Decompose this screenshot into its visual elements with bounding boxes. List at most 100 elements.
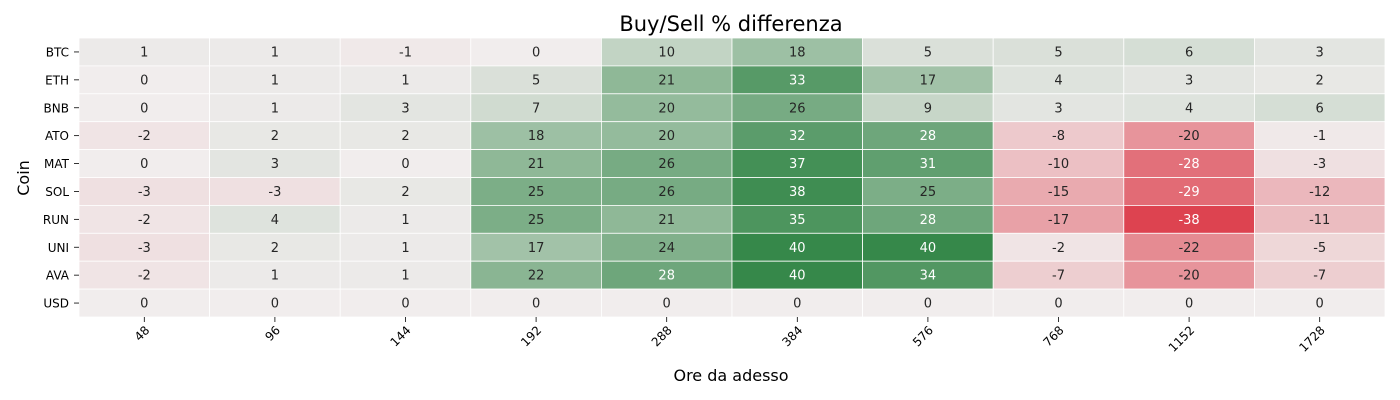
heatmap-cell [339,260,472,290]
cell-value-label: -7 [1052,269,1065,284]
cell-value-label: -15 [1048,185,1069,200]
heatmap-cell [339,37,472,67]
heatmap-cell [731,149,864,178]
cell-value-label: 5 [1054,45,1062,60]
heatmap-cell [1123,288,1255,318]
heatmap-cell [78,37,211,67]
x-tick-label: 192 [518,323,544,349]
heatmap-cell [78,204,211,234]
heatmap-cells: 1 1 -1 0 10 18 5 5 6 30 1 1 5 21 33 17 4 3 20 1 3 7 20 26 9 3 4 6-2… [78,37,1386,318]
y-tick-label: MAT [44,157,70,171]
heatmap-cell [601,93,733,123]
cell-value-label: 40 [789,269,806,284]
heatmap-cell [1254,37,1386,67]
heatmap-cell [601,149,733,178]
x-tick-label: 384 [779,323,805,349]
cell-value-label: -3 [268,185,281,200]
heatmap-cell [992,204,1125,234]
cell-value-label: 2 [271,241,279,256]
cell-value-label: -2 [138,129,151,144]
heatmap-cell [601,177,733,206]
cell-value-label: 3 [1316,45,1324,60]
heatmap-cell [339,232,472,262]
heatmap-cell [862,260,994,290]
cell-value-label: 0 [663,297,671,312]
heatmap-cell [1123,149,1255,178]
heatmap-cell [78,177,211,206]
cell-value-label: 3 [1185,73,1193,88]
cell-value-label: 0 [140,157,148,172]
cell-value-label: 3 [271,157,279,172]
heatmap-cell [731,204,864,234]
x-tick-label: 96 [262,323,283,344]
heatmap-cell [731,232,864,262]
cell-value-label: 25 [528,185,545,200]
cell-value-label: 10 [658,45,675,60]
cell-value-label: 1 [271,269,279,284]
heatmap-cell [601,232,733,262]
heatmap-cell [470,65,602,95]
cell-value-label: 40 [789,241,806,256]
cell-value-label: 6 [1316,101,1324,116]
heatmap-cell [731,177,864,206]
y-tick-label: ATO [45,129,69,143]
heatmap-cell [1254,93,1386,123]
cell-value-label: 21 [658,73,675,88]
heatmap-cell [209,37,341,67]
cell-value-label: 21 [528,157,545,172]
cell-value-label: 4 [1054,73,1062,88]
cell-value-label: 26 [789,101,806,116]
cell-value-label: 20 [658,129,675,144]
cell-value-label: 34 [920,269,937,284]
heatmap-cell [470,232,602,262]
cell-value-label: 28 [920,129,937,144]
heatmap-cell [731,121,864,150]
cell-value-label: -3 [138,241,151,256]
x-axis-label: Ore da adesso [673,366,788,385]
cell-value-label: 18 [789,45,806,60]
cell-value-label: -5 [1313,241,1326,256]
cell-value-label: 0 [1316,297,1324,312]
heatmap-cell [1123,93,1255,123]
heatmap-cell [1123,232,1255,262]
cell-value-label: 0 [532,297,540,312]
cell-value-label: 2 [271,129,279,144]
heatmap-cell [601,260,733,290]
cell-value-label: -10 [1048,157,1069,172]
cell-value-label: 37 [789,157,806,172]
heatmap-cell [992,37,1125,67]
cell-value-label: 4 [1185,101,1193,116]
cell-value-label: 28 [920,213,937,228]
cell-value-label: 32 [789,129,806,144]
y-tick-label: BNB [44,101,69,115]
y-axis-label: Coin [14,160,33,196]
cell-value-label: 5 [532,73,540,88]
cell-value-label: 1 [401,213,409,228]
cell-value-label: 1 [401,73,409,88]
cell-value-label: -3 [138,185,151,200]
cell-value-label: 18 [528,129,545,144]
cell-value-label: -3 [1313,157,1326,172]
heatmap-cell [1123,260,1255,290]
cell-value-label: -12 [1309,185,1330,200]
heatmap-cell [339,93,472,123]
cell-value-label: -29 [1178,185,1199,200]
cell-value-label: -38 [1178,213,1199,228]
chart-title: Buy/Sell % differenza [619,12,842,36]
cell-value-label: 26 [658,157,675,172]
cell-value-label: 2 [401,185,409,200]
heatmap-cell [209,232,341,262]
cell-value-label: -8 [1052,129,1065,144]
cell-value-label: 0 [140,297,148,312]
cell-value-label: 0 [401,157,409,172]
cell-value-label: 0 [924,297,932,312]
cell-value-label: -2 [138,269,151,284]
heatmap-cell [862,288,994,318]
cell-value-label: 21 [658,213,675,228]
heatmap-cell [731,65,864,95]
heatmap-cell [78,93,211,123]
y-tick-label: ETH [45,73,69,87]
heatmap-cell [992,93,1125,123]
cell-value-label: 38 [789,185,806,200]
